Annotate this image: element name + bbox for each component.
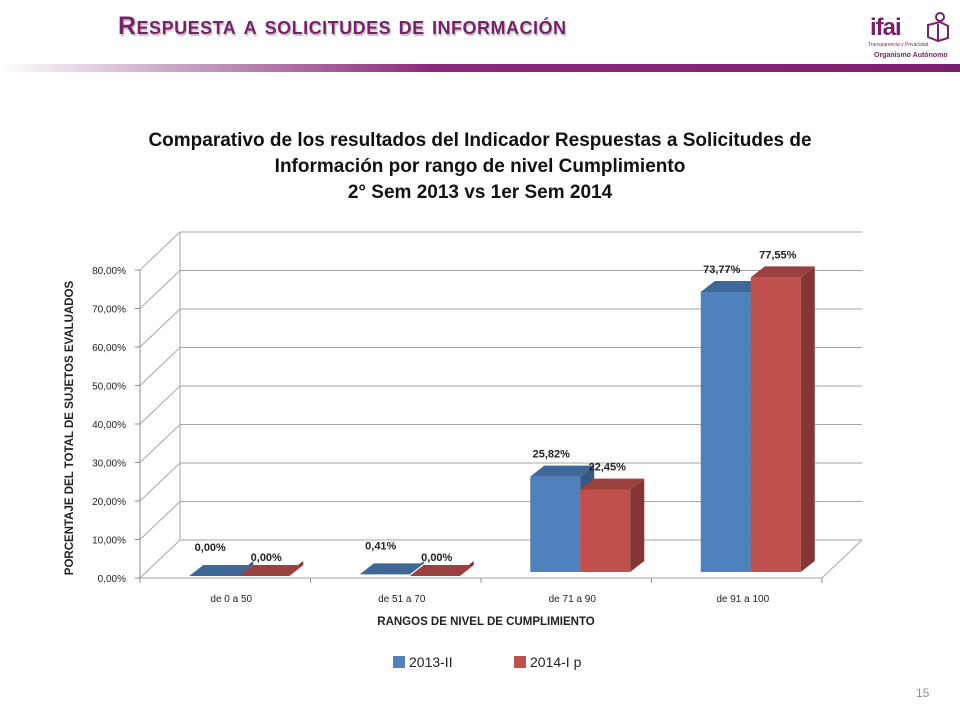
bar-top (239, 565, 304, 576)
gridline-diagonal (139, 347, 181, 386)
legend-swatch (514, 656, 526, 668)
y-tick-label: 70,00% (92, 305, 126, 316)
legend-label: 2014-I p (530, 654, 582, 670)
gridline-diagonal (139, 231, 181, 271)
gridline-diagonal (139, 385, 181, 425)
x-tick-label: de 71 a 90 (549, 594, 597, 605)
chart-title-line: Comparativo de los resultados del Indica… (148, 130, 812, 151)
logo-subtitle: Transparencia y Privacidad (868, 42, 929, 48)
gridline-diagonal (139, 270, 181, 309)
bar-side (630, 478, 645, 572)
bar-top (700, 280, 765, 292)
gridline-diagonal (139, 462, 181, 502)
chart-title: Comparativo de los resultados del Indica… (60, 128, 900, 206)
chart-title-line: 2° Sem 2013 vs 1er Sem 2014 (347, 182, 613, 203)
bar-top (750, 266, 815, 278)
ifai-logo: ifai Transparencia y Privacidad Organism… (868, 12, 952, 62)
logo-mark-icon (927, 12, 949, 42)
bar-top (530, 465, 595, 477)
y-tick-label: 0,00% (98, 574, 126, 585)
y-tick-label: 30,00% (92, 459, 126, 470)
gridline-diagonal (139, 501, 181, 540)
data-label: 25,82% (533, 449, 571, 461)
logo-word: ifai (870, 14, 902, 41)
bar-2013-II (530, 476, 581, 572)
bar-2013-II (700, 291, 751, 572)
data-label: 22,45% (589, 462, 627, 474)
y-tick-label: 40,00% (92, 420, 126, 431)
x-tick-label: de 0 a 50 (210, 594, 252, 605)
bar-side (800, 266, 815, 572)
x-tick-label: de 51 a 70 (378, 594, 426, 605)
data-label: 77,55% (759, 249, 797, 261)
slide-title: Respuesta a solicitudes de información (118, 12, 567, 40)
data-label: 0,00% (251, 552, 282, 564)
gridline-diagonal (139, 308, 181, 348)
gridline-diagonal (139, 424, 181, 463)
bar-top (189, 565, 254, 576)
data-label: 0,00% (421, 552, 452, 564)
legend-label: 2013-II (409, 654, 453, 670)
x-axis-title: RANGOS DE NIVEL DE CUMPLIMIENTO (377, 616, 595, 628)
data-label: 0,41% (365, 540, 396, 552)
legend-swatch (393, 656, 405, 668)
data-label: 73,77% (703, 264, 741, 276)
title-rule (0, 64, 960, 72)
data-label: 0,00% (195, 542, 226, 554)
y-tick-label: 10,00% (92, 536, 126, 547)
bar-top (409, 565, 474, 576)
bar-top (359, 563, 424, 575)
y-tick-label: 60,00% (92, 343, 126, 354)
page-number: 15 (916, 686, 930, 700)
x-tick-label: de 91 a 100 (716, 594, 769, 605)
y-tick-label: 80,00% (92, 266, 126, 277)
y-axis-title: PORCENTAJE DEL TOTAL DE SUJETOS EVALUADO… (64, 280, 76, 575)
logo-tagline: Organismo Autónomo (874, 52, 948, 59)
bar-2014-I p (580, 489, 631, 572)
y-tick-label: 20,00% (92, 497, 126, 508)
gridline-diagonal (139, 539, 181, 579)
bar-2014-I p (750, 277, 801, 572)
bar-top (580, 478, 645, 490)
chart-title-line: Información por rango de nivel Cumplimie… (274, 156, 686, 177)
y-tick-label: 50,00% (92, 382, 126, 393)
